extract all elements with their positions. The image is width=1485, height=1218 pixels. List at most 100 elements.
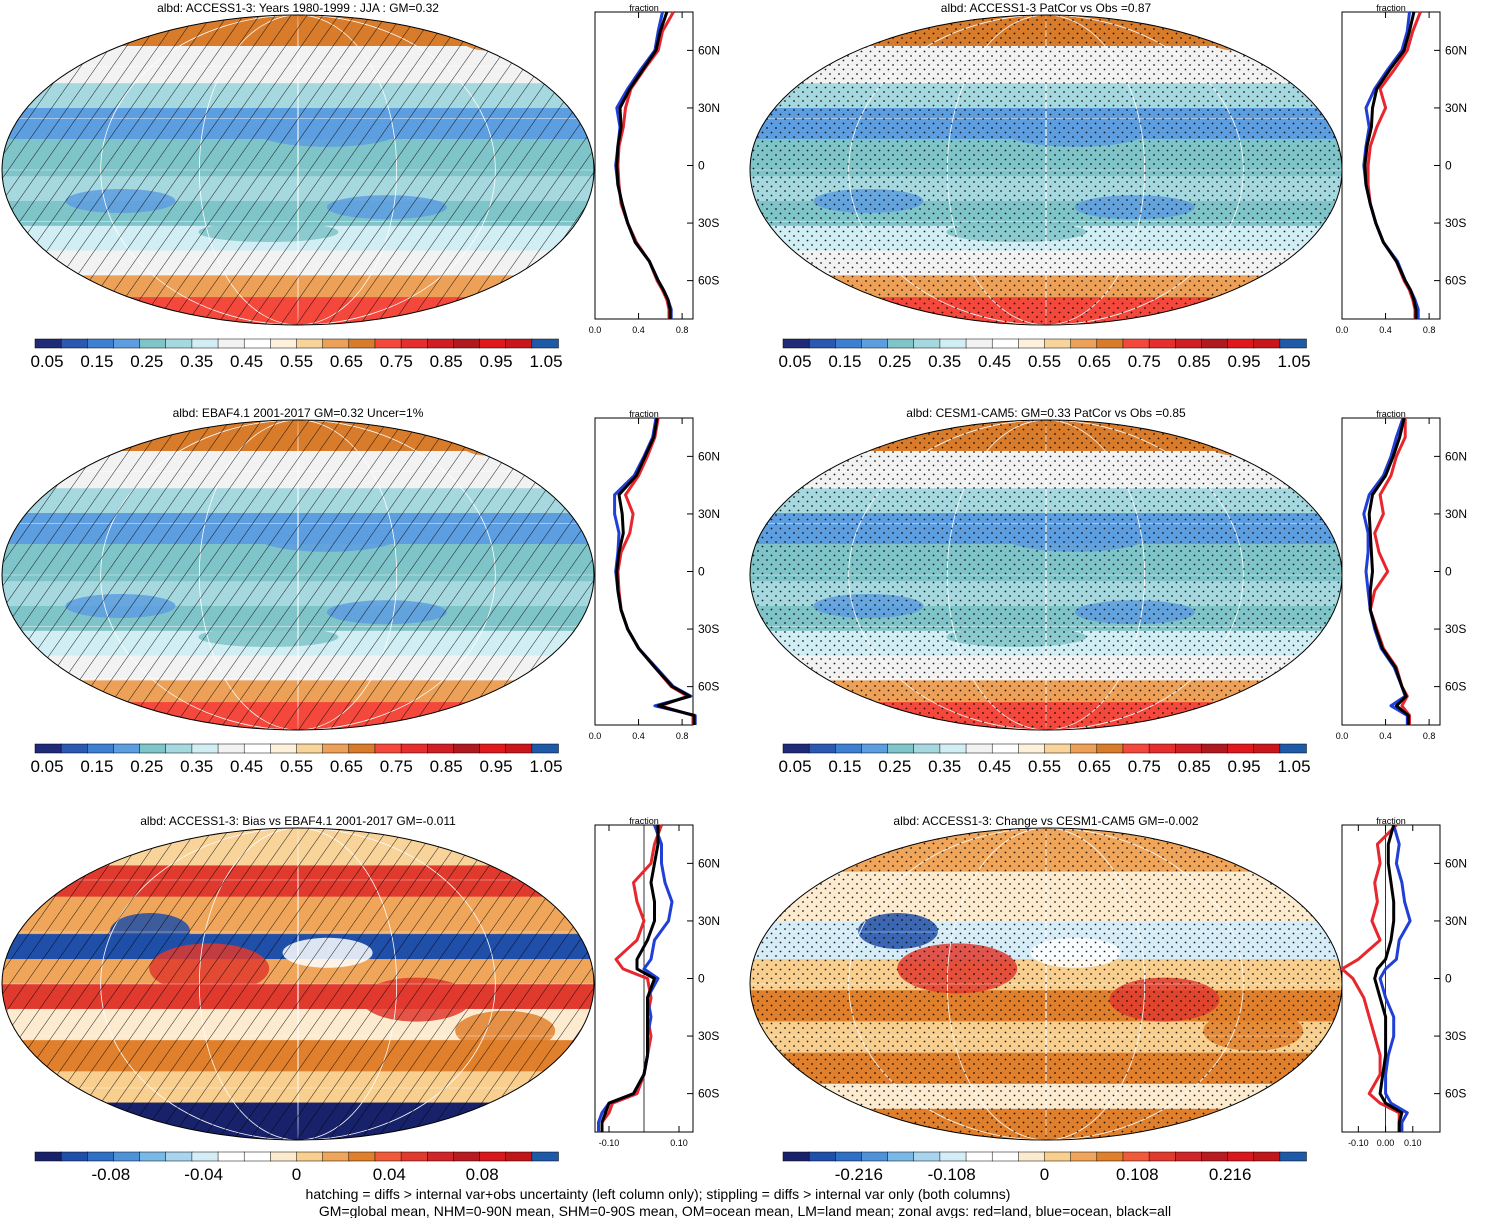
colorbar-swatch (1018, 338, 1046, 349)
colorbar-swatch (887, 743, 915, 754)
y-tick-label: 60S (698, 680, 719, 694)
colorbar-swatch (1096, 1151, 1124, 1162)
profile-frame (594, 417, 694, 726)
panel-5: albd: ACCESS1-3: Bias vs EBAF4.1 2001-20… (1, 814, 720, 1184)
colorbar-label: -0.08 (91, 1165, 130, 1184)
colorbar-swatch (1175, 338, 1203, 349)
y-tick-label: 30N (1445, 101, 1467, 115)
map (750, 420, 1342, 730)
y-tick-label: 30S (698, 216, 719, 230)
colorbar-swatch (887, 1151, 915, 1162)
panel-3: albd: EBAF4.1 2001-2017 GM=0.32 Uncer=1%… (1, 406, 720, 776)
y-tick-label: 60N (698, 449, 720, 463)
colorbar-label: 0.35 (928, 352, 961, 371)
colorbar-swatch (453, 338, 481, 349)
colorbar-swatch (60, 743, 89, 754)
profile-line-all (600, 825, 660, 1132)
y-tick-label: 60N (1445, 43, 1467, 57)
colorbar-swatch (139, 1151, 167, 1162)
colorbar-label: -0.108 (928, 1165, 976, 1184)
colorbar-swatch (861, 1151, 889, 1162)
panel-6: albd: ACCESS1-3: Change vs CESM1-CAM5 GM… (749, 814, 1467, 1184)
x-tick-label: 0.0 (589, 731, 602, 741)
colorbar-swatch (139, 338, 167, 349)
colorbar-swatch (87, 338, 115, 349)
colorbar-swatch (913, 1151, 941, 1162)
map-border (1, 827, 595, 1141)
colorbar-swatch (913, 338, 941, 349)
zonal-profile: fraction 60N 30N 0 30S 60S 0.0 0.4 0.8 (1336, 3, 1467, 335)
colorbar-label: 0.75 (380, 352, 413, 371)
colorbar-swatch (34, 1151, 62, 1162)
zonal-profile: fraction 60N 30N 0 30S 60S 0.0 0.4 0.8 (589, 3, 720, 335)
colorbar: 0.05 0.15 0.25 0.35 0.45 0.55 0.65 0.75 0.85 0.95… (30, 338, 563, 371)
colorbar-label: 0.15 (80, 352, 113, 371)
colorbar-swatch (34, 338, 62, 349)
x-tick-label: 0.10 (1404, 1138, 1422, 1148)
colorbar-swatch (113, 338, 141, 349)
colorbar-swatch (479, 338, 507, 349)
colorbar-swatch (296, 743, 324, 754)
colorbar-label: 0.25 (878, 757, 911, 776)
colorbar-swatch (139, 743, 167, 754)
colorbar-swatch (1227, 743, 1255, 754)
colorbar-swatch (531, 338, 559, 349)
colorbar-swatch (939, 743, 967, 754)
hatching-overlay (2, 420, 594, 730)
y-tick-label: 60N (1445, 449, 1467, 463)
y-tick-label: 30N (698, 914, 720, 928)
y-tick-label: 60S (1445, 1087, 1466, 1101)
colorbar-swatch (965, 1151, 993, 1162)
colorbar-swatch (1201, 743, 1229, 754)
colorbar-label: 0.55 (280, 352, 313, 371)
colorbar-label: 0.75 (1128, 757, 1161, 776)
colorbar-swatch (835, 338, 863, 349)
colorbar-swatch (1175, 1151, 1203, 1162)
colorbar-swatch (1253, 743, 1281, 754)
zonal-profile: fraction 60N 30N 0 30S 60S -0.10 0.00 0.10 (1340, 816, 1467, 1148)
colorbar-swatch (1279, 1151, 1307, 1162)
profile-frame (1341, 11, 1441, 320)
colorbar-swatch (348, 743, 376, 754)
y-tick-label: 30N (1445, 914, 1467, 928)
map-border (1, 419, 595, 731)
colorbar-label: 0.05 (30, 352, 63, 371)
panel-4: albd: CESM1-CAM5: GM=0.33 PatCor vs Obs … (749, 406, 1467, 776)
colorbar-swatch (427, 743, 455, 754)
colorbar-label: 1.05 (529, 757, 562, 776)
colorbar-swatch (1096, 338, 1124, 349)
x-tick-label: 0.8 (1423, 325, 1436, 335)
footer-line-1: hatching = diffs > internal var+obs unce… (306, 1186, 1011, 1202)
y-tick-label: 60S (698, 274, 719, 288)
x-tick-label: -0.10 (1348, 1138, 1369, 1148)
colorbar-swatch (861, 338, 889, 349)
colorbar-swatch (1096, 743, 1124, 754)
map-title: albd: ACCESS1-3: Bias vs EBAF4.1 2001-20… (140, 814, 456, 828)
colorbar-swatch (1044, 743, 1072, 754)
colorbar-swatch (113, 1151, 141, 1162)
x-tick-label: 0.0 (589, 325, 602, 335)
colorbar-label: 0.85 (430, 757, 463, 776)
colorbar-swatch (939, 338, 967, 349)
map-title: albd: CESM1-CAM5: GM=0.33 PatCor vs Obs … (906, 406, 1186, 420)
map-border (1, 14, 595, 326)
map (2, 15, 594, 325)
y-tick-label: 30S (1445, 1029, 1466, 1043)
colorbar-label: 0.75 (380, 757, 413, 776)
colorbar-label: 0.15 (80, 757, 113, 776)
colorbar-swatch (1018, 1151, 1046, 1162)
colorbar-swatch (835, 743, 863, 754)
colorbar-swatch (808, 1151, 837, 1162)
colorbar-label: 0.95 (1228, 757, 1261, 776)
colorbar-label: 1.05 (1277, 757, 1310, 776)
y-tick-label: 0 (1445, 565, 1452, 579)
colorbar-swatch (87, 743, 115, 754)
y-tick-label: 30S (1445, 216, 1466, 230)
colorbar-label: 0.05 (30, 757, 63, 776)
colorbar-swatch (191, 743, 219, 754)
colorbar-label: 0.95 (1228, 352, 1261, 371)
colorbar-label: 0.95 (480, 757, 513, 776)
map-title: albd: ACCESS1-3 PatCor vs Obs =0.87 (941, 1, 1152, 15)
x-tick-label: 0.4 (632, 731, 645, 741)
footer-line-2: GM=global mean, NHM=0-90N mean, SHM=0-90… (319, 1203, 1171, 1218)
